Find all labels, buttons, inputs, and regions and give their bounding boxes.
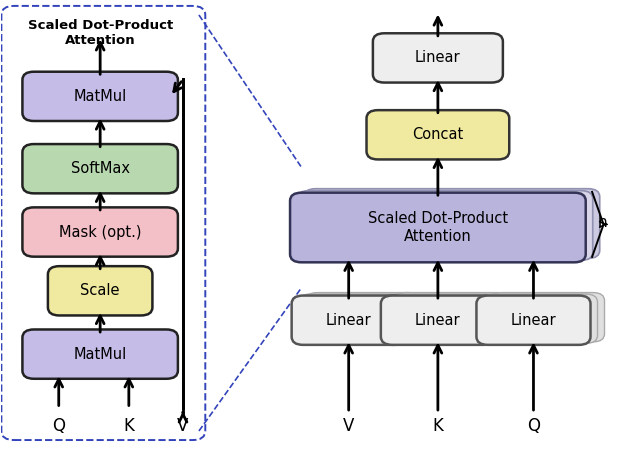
Text: V: V xyxy=(343,418,355,435)
Text: K: K xyxy=(433,418,444,435)
Text: Mask (opt.): Mask (opt.) xyxy=(59,224,141,239)
FancyBboxPatch shape xyxy=(292,296,406,345)
Text: Concat: Concat xyxy=(412,127,463,142)
FancyBboxPatch shape xyxy=(297,191,593,260)
FancyBboxPatch shape xyxy=(22,329,178,379)
FancyBboxPatch shape xyxy=(395,293,509,342)
FancyBboxPatch shape xyxy=(367,110,509,159)
FancyBboxPatch shape xyxy=(483,294,598,344)
FancyBboxPatch shape xyxy=(388,294,502,344)
Text: K: K xyxy=(124,418,134,435)
FancyBboxPatch shape xyxy=(290,192,586,263)
Text: Linear: Linear xyxy=(415,51,461,66)
Text: Scale: Scale xyxy=(81,283,120,298)
Text: SoftMax: SoftMax xyxy=(70,161,130,176)
FancyBboxPatch shape xyxy=(22,144,178,193)
FancyBboxPatch shape xyxy=(304,189,600,258)
Text: Linear: Linear xyxy=(511,313,556,328)
FancyBboxPatch shape xyxy=(490,293,605,342)
Text: V: V xyxy=(177,418,189,435)
FancyBboxPatch shape xyxy=(22,72,178,121)
Text: Scaled Dot-Product
Attention: Scaled Dot-Product Attention xyxy=(368,211,508,244)
FancyBboxPatch shape xyxy=(299,294,413,344)
Text: MatMul: MatMul xyxy=(74,347,127,362)
FancyBboxPatch shape xyxy=(306,293,420,342)
Text: Q: Q xyxy=(52,418,65,435)
FancyBboxPatch shape xyxy=(22,207,178,257)
Text: Linear: Linear xyxy=(415,313,461,328)
Text: Q: Q xyxy=(527,418,540,435)
FancyBboxPatch shape xyxy=(48,266,152,315)
Text: Scaled Dot-Product
Attention: Scaled Dot-Product Attention xyxy=(28,20,173,47)
FancyBboxPatch shape xyxy=(476,296,591,345)
FancyBboxPatch shape xyxy=(373,33,503,82)
Text: h: h xyxy=(597,216,607,231)
Text: MatMul: MatMul xyxy=(74,89,127,104)
FancyBboxPatch shape xyxy=(381,296,495,345)
Text: Linear: Linear xyxy=(326,313,371,328)
